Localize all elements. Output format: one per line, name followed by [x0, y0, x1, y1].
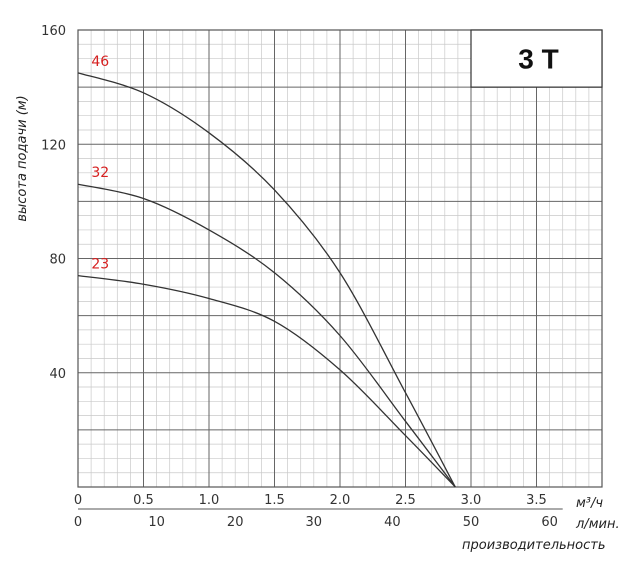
y-tick-label: 160 — [41, 24, 66, 39]
x-tick-label-lmin: 0 — [74, 515, 82, 530]
curve-23 — [77, 274, 456, 488]
x-tick-label-lmin: 40 — [384, 515, 401, 530]
curve-46 — [77, 72, 456, 488]
x-tick-label-m3h: 2.0 — [330, 493, 351, 508]
y-tick-label: 40 — [49, 367, 66, 382]
x-tick-label-lmin: 60 — [541, 515, 558, 530]
y-axis-title: высота подачи (м) — [15, 95, 30, 221]
x-unit-m3h: м³/ч — [576, 496, 603, 511]
y-tick-labels: 40 80 120 160 — [41, 24, 66, 382]
plot-frame — [77, 29, 603, 488]
x-axis-title: производительность — [462, 538, 606, 553]
x-tick-label-m3h: 0.5 — [133, 493, 154, 508]
x-tick-label-lmin: 50 — [463, 515, 480, 530]
x-tick-label-m3h: 1.0 — [199, 493, 220, 508]
x-tick-label-m3h: 3.0 — [461, 493, 482, 508]
curves: 46 32 23 — [77, 54, 456, 488]
model-label: 3 T — [518, 44, 558, 75]
y-tick-label: 80 — [49, 253, 66, 268]
curve-label-23: 23 — [91, 257, 109, 273]
x-tick-label-m3h: 0 — [74, 493, 82, 508]
x-tick-labels-m3h: 0 0.5 1.0 1.5 2.0 2.5 3.0 3.5 — [74, 493, 563, 510]
model-label-box — [470, 29, 603, 88]
y-tick-label: 120 — [41, 138, 66, 153]
x-tick-label-lmin: 20 — [227, 515, 244, 530]
x-unit-lmin: л/мин. — [575, 517, 620, 532]
x-tick-label-m3h: 2.5 — [395, 493, 416, 508]
curve-32 — [77, 183, 456, 488]
curve-label-32: 32 — [91, 165, 109, 181]
x-tick-label-m3h: 3.5 — [526, 493, 547, 508]
x-tick-label-lmin: 30 — [306, 515, 323, 530]
x-tick-label-lmin: 10 — [148, 515, 165, 530]
x-tick-label-m3h: 1.5 — [264, 493, 285, 508]
x-tick-labels-lmin: 0 10 20 30 40 50 60 — [74, 515, 558, 530]
curve-label-46: 46 — [91, 54, 109, 70]
